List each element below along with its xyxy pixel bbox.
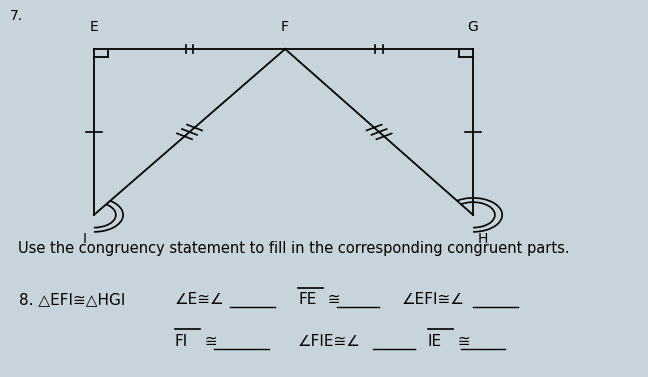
Text: ∠FIE≅∠: ∠FIE≅∠ xyxy=(298,334,361,349)
Text: I: I xyxy=(82,232,86,246)
Text: ≅: ≅ xyxy=(323,292,341,307)
Text: FI: FI xyxy=(175,334,188,349)
Text: ∠E≅∠: ∠E≅∠ xyxy=(175,292,225,307)
Text: ≅: ≅ xyxy=(453,334,470,349)
Text: ≅: ≅ xyxy=(200,334,218,349)
Text: FE: FE xyxy=(298,292,316,307)
Text: 8. △EFI≅△HGI: 8. △EFI≅△HGI xyxy=(19,292,126,307)
Text: IE: IE xyxy=(428,334,442,349)
Text: G: G xyxy=(468,20,478,34)
Text: ∠EFI≅∠: ∠EFI≅∠ xyxy=(402,292,465,307)
Text: Use the congruency statement to fill in the corresponding congruent parts.: Use the congruency statement to fill in … xyxy=(18,241,570,256)
Text: E: E xyxy=(89,20,98,34)
Text: F: F xyxy=(281,20,289,34)
Text: 7.: 7. xyxy=(10,9,23,23)
Text: H: H xyxy=(478,232,488,246)
